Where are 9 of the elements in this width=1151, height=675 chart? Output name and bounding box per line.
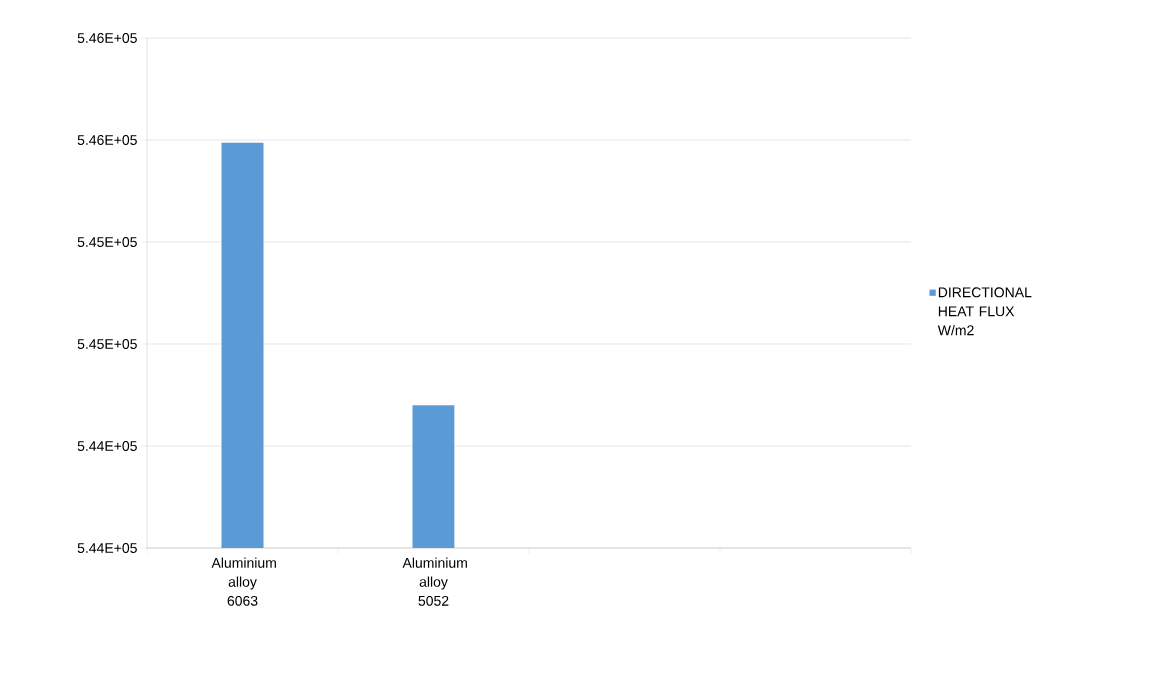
x-tick-label: Aluminium alloy 6063 [211,557,276,606]
y-tick-label: 5.46E+05 [77,33,137,43]
y-tick-label: 5.45E+05 [77,339,137,349]
y-tick-label: 5.45E+05 [77,237,137,247]
legend-label: DIRECTIONAL HEAT FLUX W/m2 [937,287,1032,336]
y-tick-label: 5.44E+05 [77,441,137,451]
y-tick-label: 5.44E+05 [77,543,137,553]
x-tick-label: Aluminium alloy 5052 [402,557,467,606]
y-tick-label: 5.46E+05 [77,135,137,145]
